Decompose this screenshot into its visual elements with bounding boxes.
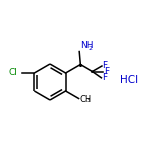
Text: Cl: Cl [9, 68, 17, 77]
Text: HCl: HCl [120, 75, 138, 85]
Text: CH: CH [79, 95, 91, 104]
Text: F: F [102, 73, 107, 82]
Text: NH: NH [80, 41, 93, 50]
Text: 3: 3 [87, 97, 91, 102]
Text: 2: 2 [89, 46, 93, 51]
Text: F: F [102, 61, 108, 70]
Text: F: F [104, 67, 109, 76]
